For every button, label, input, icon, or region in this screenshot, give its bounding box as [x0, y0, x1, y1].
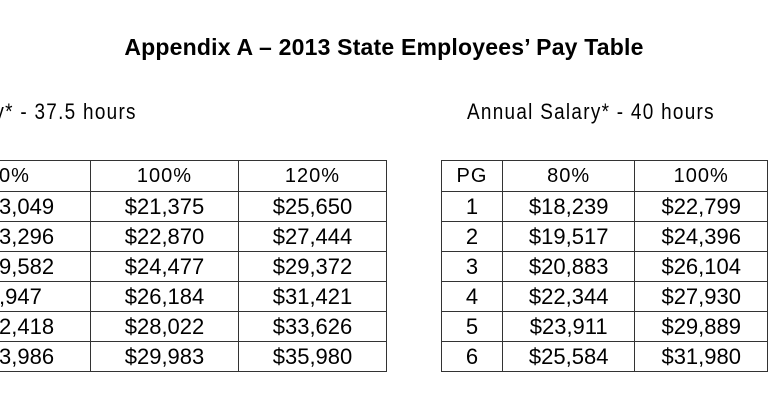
table-cell: $26,184 [90, 281, 239, 312]
table-row: 3,296 $22,870 $27,444 [0, 221, 387, 252]
table-header-row: PG 80% 100% [441, 160, 768, 192]
table-row: 2,418 $28,022 $33,626 [0, 311, 387, 342]
table-cell: $27,444 [238, 221, 387, 252]
table-cell: 6 [441, 341, 503, 372]
table-row: 1 $18,239 $22,799 [441, 191, 768, 222]
table-cell: 3 [441, 251, 503, 282]
table-cell: 2,418 [0, 311, 91, 342]
table-row: 4 $22,344 $27,930 [441, 281, 768, 312]
table-cell: $33,626 [238, 311, 387, 342]
table-cell: 4 [441, 281, 503, 312]
table-cell: $25,584 [501, 341, 636, 372]
table-cell: $21,375 [90, 191, 239, 222]
table-cell: $29,372 [238, 251, 387, 282]
table-cell: $20,883 [501, 251, 636, 282]
table-cell: 3,296 [0, 221, 91, 252]
table-row: 3 $20,883 $26,104 [441, 251, 768, 282]
left-table-subtitle: ary* - 37.5 hours [0, 99, 137, 124]
table-cell: $35,980 [238, 341, 387, 372]
table-cell: $31,421 [238, 281, 387, 312]
right-table-subtitle: Annual Salary* - 40 hours [467, 99, 715, 124]
table-cell: $24,477 [90, 251, 239, 282]
table-cell: 5 [441, 311, 503, 342]
table-cell: 9,582 [0, 251, 91, 282]
page-title: Appendix A – 2013 State Employees’ Pay T… [124, 34, 644, 60]
table-cell: $28,022 [90, 311, 239, 342]
table-row: 6 $25,584 $31,980 [441, 341, 768, 372]
table-header-row: 0% 100% 120% [0, 160, 387, 192]
table-row: ,947 $26,184 $31,421 [0, 281, 387, 312]
table-cell: $29,983 [90, 341, 239, 372]
header-cell: 100% [634, 160, 768, 192]
table-row: 3,049 $21,375 $25,650 [0, 191, 387, 222]
header-cell: 80% [501, 160, 636, 192]
table-cell: $31,980 [634, 341, 768, 372]
table-cell: $23,911 [501, 311, 636, 342]
table-cell: $27,930 [634, 281, 768, 312]
left-pay-table: 0% 100% 120% 3,049 $21,375 $25,650 3,296… [0, 160, 387, 372]
header-cell: 100% [90, 160, 239, 192]
table-cell: 1 [441, 191, 503, 222]
table-cell: ,947 [0, 281, 91, 312]
header-cell: PG [441, 160, 503, 192]
table-cell: $22,870 [90, 221, 239, 252]
table-cell: 3,049 [0, 191, 91, 222]
header-cell: 120% [238, 160, 387, 192]
table-cell: $29,889 [634, 311, 768, 342]
table-cell: $24,396 [634, 221, 768, 252]
header-cell: 0% [0, 160, 91, 192]
table-cell: $26,104 [634, 251, 768, 282]
table-cell: $18,239 [501, 191, 636, 222]
table-cell: $22,344 [501, 281, 636, 312]
table-cell: $22,799 [634, 191, 768, 222]
table-cell: $19,517 [501, 221, 636, 252]
table-row: 9,582 $24,477 $29,372 [0, 251, 387, 282]
table-row: 5 $23,911 $29,889 [441, 311, 768, 342]
table-cell: $25,650 [238, 191, 387, 222]
right-pay-table: PG 80% 100% 1 $18,239 $22,799 2 $19,517 … [441, 160, 768, 372]
table-row: 3,986 $29,983 $35,980 [0, 341, 387, 372]
table-cell: 2 [441, 221, 503, 252]
table-row: 2 $19,517 $24,396 [441, 221, 768, 252]
table-cell: 3,986 [0, 341, 91, 372]
